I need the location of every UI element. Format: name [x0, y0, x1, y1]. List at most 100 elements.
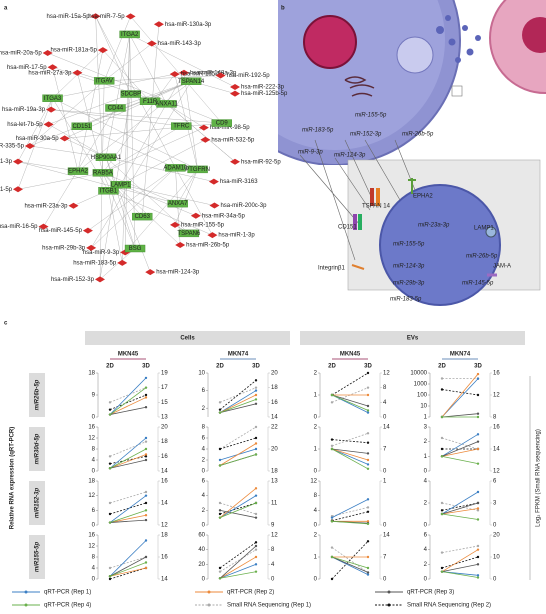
mirna-node	[46, 106, 57, 113]
edge	[87, 167, 176, 231]
y-tick-label: 0	[92, 577, 96, 583]
y-tick-label: 0	[202, 523, 206, 529]
y-axis-title: Relative RNA expression (qRT-PCR)	[10, 427, 16, 529]
point	[366, 506, 370, 509]
y2-tick-label: 22	[271, 425, 278, 431]
y2-tick-label: 14	[383, 425, 390, 431]
series-line	[109, 502, 147, 515]
legend-label: qRT-PCR (Rep 3)	[407, 590, 454, 596]
point	[366, 555, 370, 559]
series-line	[219, 394, 257, 413]
series-line	[219, 390, 257, 413]
edge	[142, 24, 160, 217]
y-tick-label: 4	[92, 458, 96, 464]
line-label: MKN45	[340, 352, 361, 358]
y-tick-label: 4	[424, 547, 428, 553]
point	[218, 570, 222, 573]
gene-node	[187, 165, 208, 174]
point	[108, 512, 112, 516]
legend-label: Small RNA Sequencing (Rep 1)	[227, 603, 311, 609]
gene-node	[71, 122, 92, 130]
y2-tick-label: 12	[493, 393, 500, 399]
point	[254, 544, 258, 548]
panel-label: c	[4, 321, 8, 327]
mirna-node	[13, 158, 23, 165]
y-tick-label: 2	[424, 439, 428, 445]
gene-node	[178, 229, 200, 238]
mirna-label: hsa-miR-19a-3p	[2, 107, 46, 113]
point	[254, 516, 258, 519]
row-header	[29, 535, 45, 579]
point	[144, 453, 148, 456]
series-line	[331, 511, 369, 521]
point	[366, 573, 370, 576]
mirna-node	[207, 232, 218, 239]
series-line	[109, 437, 147, 469]
gene-node	[171, 122, 192, 130]
y-tick-label: 12	[88, 493, 95, 499]
golgi	[344, 76, 375, 97]
y-tick-label: 1	[314, 393, 318, 399]
edge	[125, 169, 198, 253]
y-tick-label: 20	[198, 562, 205, 568]
gene-label: CD151	[72, 124, 91, 130]
series-line	[219, 426, 257, 450]
edge	[115, 81, 192, 109]
gene-label: ITGAV	[95, 78, 113, 84]
mirna-node	[95, 276, 106, 283]
series-line	[441, 508, 479, 515]
series-line	[441, 437, 479, 450]
y-tick-label: 4	[424, 479, 428, 485]
point	[476, 377, 480, 380]
point	[144, 494, 148, 497]
edge	[99, 248, 136, 280]
mirna-label: hsa-miR-532-5p	[211, 137, 255, 143]
y2-tick-label: 8	[493, 415, 497, 421]
point	[440, 415, 444, 419]
series-line	[219, 549, 257, 573]
point	[144, 436, 148, 440]
mirna-label: hsa-miR-20a-5p	[0, 51, 42, 57]
condition-label: 2D	[438, 364, 446, 370]
y-tick-label: 4	[202, 493, 206, 499]
y-tick-label: 0	[314, 415, 318, 421]
edge	[125, 34, 130, 253]
point	[366, 463, 370, 466]
group-label: Cells	[180, 336, 195, 342]
point	[254, 402, 258, 405]
edge	[102, 127, 204, 173]
series-line	[109, 491, 147, 504]
mirna-label: hsa-miR-181a-5p	[51, 48, 98, 54]
edge	[120, 184, 196, 216]
mirna-node	[145, 269, 156, 276]
edge	[120, 72, 185, 185]
y-tick-label: 12	[310, 479, 317, 485]
point	[254, 555, 258, 559]
point	[366, 540, 370, 543]
y2-tick-label: 6	[493, 479, 497, 485]
series-line	[331, 541, 369, 580]
series-line	[109, 567, 147, 580]
y-tick-label: 12	[88, 436, 95, 442]
point	[366, 441, 370, 444]
protein-label: CD151	[338, 225, 357, 231]
series-line	[109, 540, 147, 577]
mirna-node	[215, 72, 226, 79]
edge	[104, 43, 152, 81]
mirna-label: hsa-miR-92-5p	[241, 159, 281, 165]
point	[144, 490, 148, 494]
point	[440, 551, 444, 554]
mirna-label: hsa-miR-29b-3p	[42, 245, 86, 251]
series-line	[109, 509, 147, 523]
mirna-label: miR-183-5p	[302, 128, 334, 134]
point	[366, 411, 370, 414]
series-line	[219, 495, 257, 519]
y2-tick-label: 16	[493, 425, 500, 431]
y2-tick-label: 19	[161, 371, 168, 377]
point	[476, 393, 480, 397]
point	[440, 512, 444, 516]
edge	[120, 184, 215, 206]
y2-tick-label: 12	[271, 533, 278, 539]
point	[476, 518, 480, 521]
point	[254, 494, 258, 497]
